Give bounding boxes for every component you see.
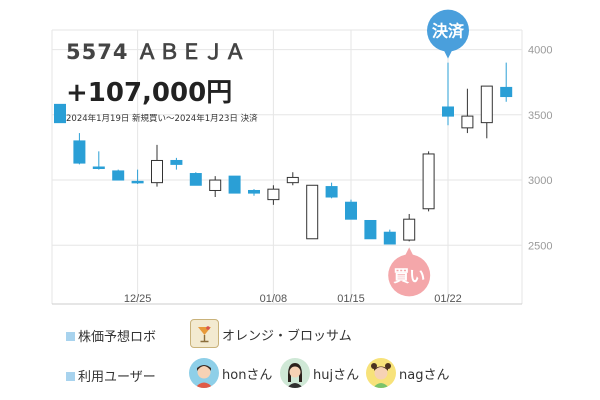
candle-body xyxy=(209,179,222,191)
candle-body xyxy=(345,201,357,220)
candle xyxy=(461,88,474,134)
robot-name[interactable]: オレンジ・ブロッサム xyxy=(222,329,352,344)
y-tick-label: 4000 xyxy=(528,45,552,57)
candle-body xyxy=(170,159,183,165)
candle-body xyxy=(189,173,202,186)
candle xyxy=(151,144,163,187)
x-axis-ticks: 12/25 01/08 01/15 01/22 xyxy=(124,293,462,305)
robot-label: 株価予想ロボ xyxy=(78,330,157,345)
x-tick-label: 12/25 xyxy=(124,293,152,305)
candle-body xyxy=(442,106,454,117)
trade-markers: 買い 決済 xyxy=(388,9,469,297)
candle xyxy=(54,103,66,124)
user-name[interactable]: nagさん xyxy=(399,368,450,383)
candle xyxy=(112,169,125,181)
candle-body xyxy=(480,85,493,124)
y-tick-label: 3000 xyxy=(528,175,552,187)
candle-body xyxy=(73,140,86,164)
candle xyxy=(500,62,513,102)
x-tick-label: 01/15 xyxy=(337,293,365,305)
trade-period: 2024年1月19日 新規買い〜2024年1月23日 決済 xyxy=(66,114,258,124)
candle xyxy=(403,213,416,242)
robot-row: 株価予想ロボ xyxy=(66,326,156,345)
candle xyxy=(267,185,280,205)
x-tick-label: 01/08 xyxy=(260,293,288,305)
candle xyxy=(345,199,357,220)
candle-body xyxy=(131,180,144,184)
candle-body xyxy=(325,186,338,198)
candle-body xyxy=(267,188,280,201)
cocktail-icon[interactable] xyxy=(190,319,219,348)
candle-body xyxy=(248,189,260,194)
candle xyxy=(383,229,396,245)
candle xyxy=(422,151,435,212)
candle-body xyxy=(461,115,474,129)
y-tick-label: 3500 xyxy=(528,110,552,122)
candle xyxy=(170,157,183,170)
candle xyxy=(306,184,319,240)
candle-body xyxy=(500,86,513,98)
candle xyxy=(209,176,222,198)
candle-body xyxy=(383,231,396,245)
candle-body xyxy=(364,219,377,240)
candle xyxy=(131,169,144,184)
candle xyxy=(248,189,260,196)
candle xyxy=(325,182,338,199)
bullet-icon xyxy=(66,332,75,341)
candle xyxy=(480,85,493,139)
candle-body xyxy=(151,159,163,184)
candles xyxy=(54,62,513,245)
bullet-icon xyxy=(66,372,75,381)
candle-body xyxy=(54,103,66,124)
stock-ticker: 5574 ＡＢＥＪＡ xyxy=(66,40,247,64)
buy-marker xyxy=(388,254,431,297)
users-row: 利用ユーザー xyxy=(66,366,156,385)
candle xyxy=(364,219,377,240)
candle xyxy=(189,172,202,186)
candle xyxy=(286,172,299,186)
candle-body xyxy=(403,218,416,241)
user-avatar-icon[interactable] xyxy=(280,358,310,388)
candle-body xyxy=(228,175,241,194)
candle-body xyxy=(306,184,319,240)
candle-body xyxy=(92,166,105,169)
user-name[interactable]: honさん xyxy=(222,368,273,383)
user-avatar-icon[interactable] xyxy=(366,358,396,388)
candle xyxy=(228,175,241,194)
settle-marker xyxy=(427,9,469,52)
candle-body xyxy=(112,170,125,181)
y-axis-ticks: 2500 3000 3500 4000 xyxy=(528,45,552,253)
candle-body xyxy=(422,153,435,210)
user-avatar-icon[interactable] xyxy=(189,358,219,388)
candle xyxy=(73,133,86,165)
user-name[interactable]: hujさん xyxy=(313,368,360,383)
profit-amount: +107,000円 xyxy=(66,78,233,108)
x-tick-label: 01/22 xyxy=(434,293,462,305)
candle-body xyxy=(286,176,299,184)
candle xyxy=(442,62,454,126)
candle xyxy=(92,151,105,170)
buy-marker-label: 買い xyxy=(393,266,425,285)
y-tick-label: 2500 xyxy=(528,240,552,252)
users-label: 利用ユーザー xyxy=(78,370,156,385)
settle-marker-label: 決済 xyxy=(432,22,465,41)
